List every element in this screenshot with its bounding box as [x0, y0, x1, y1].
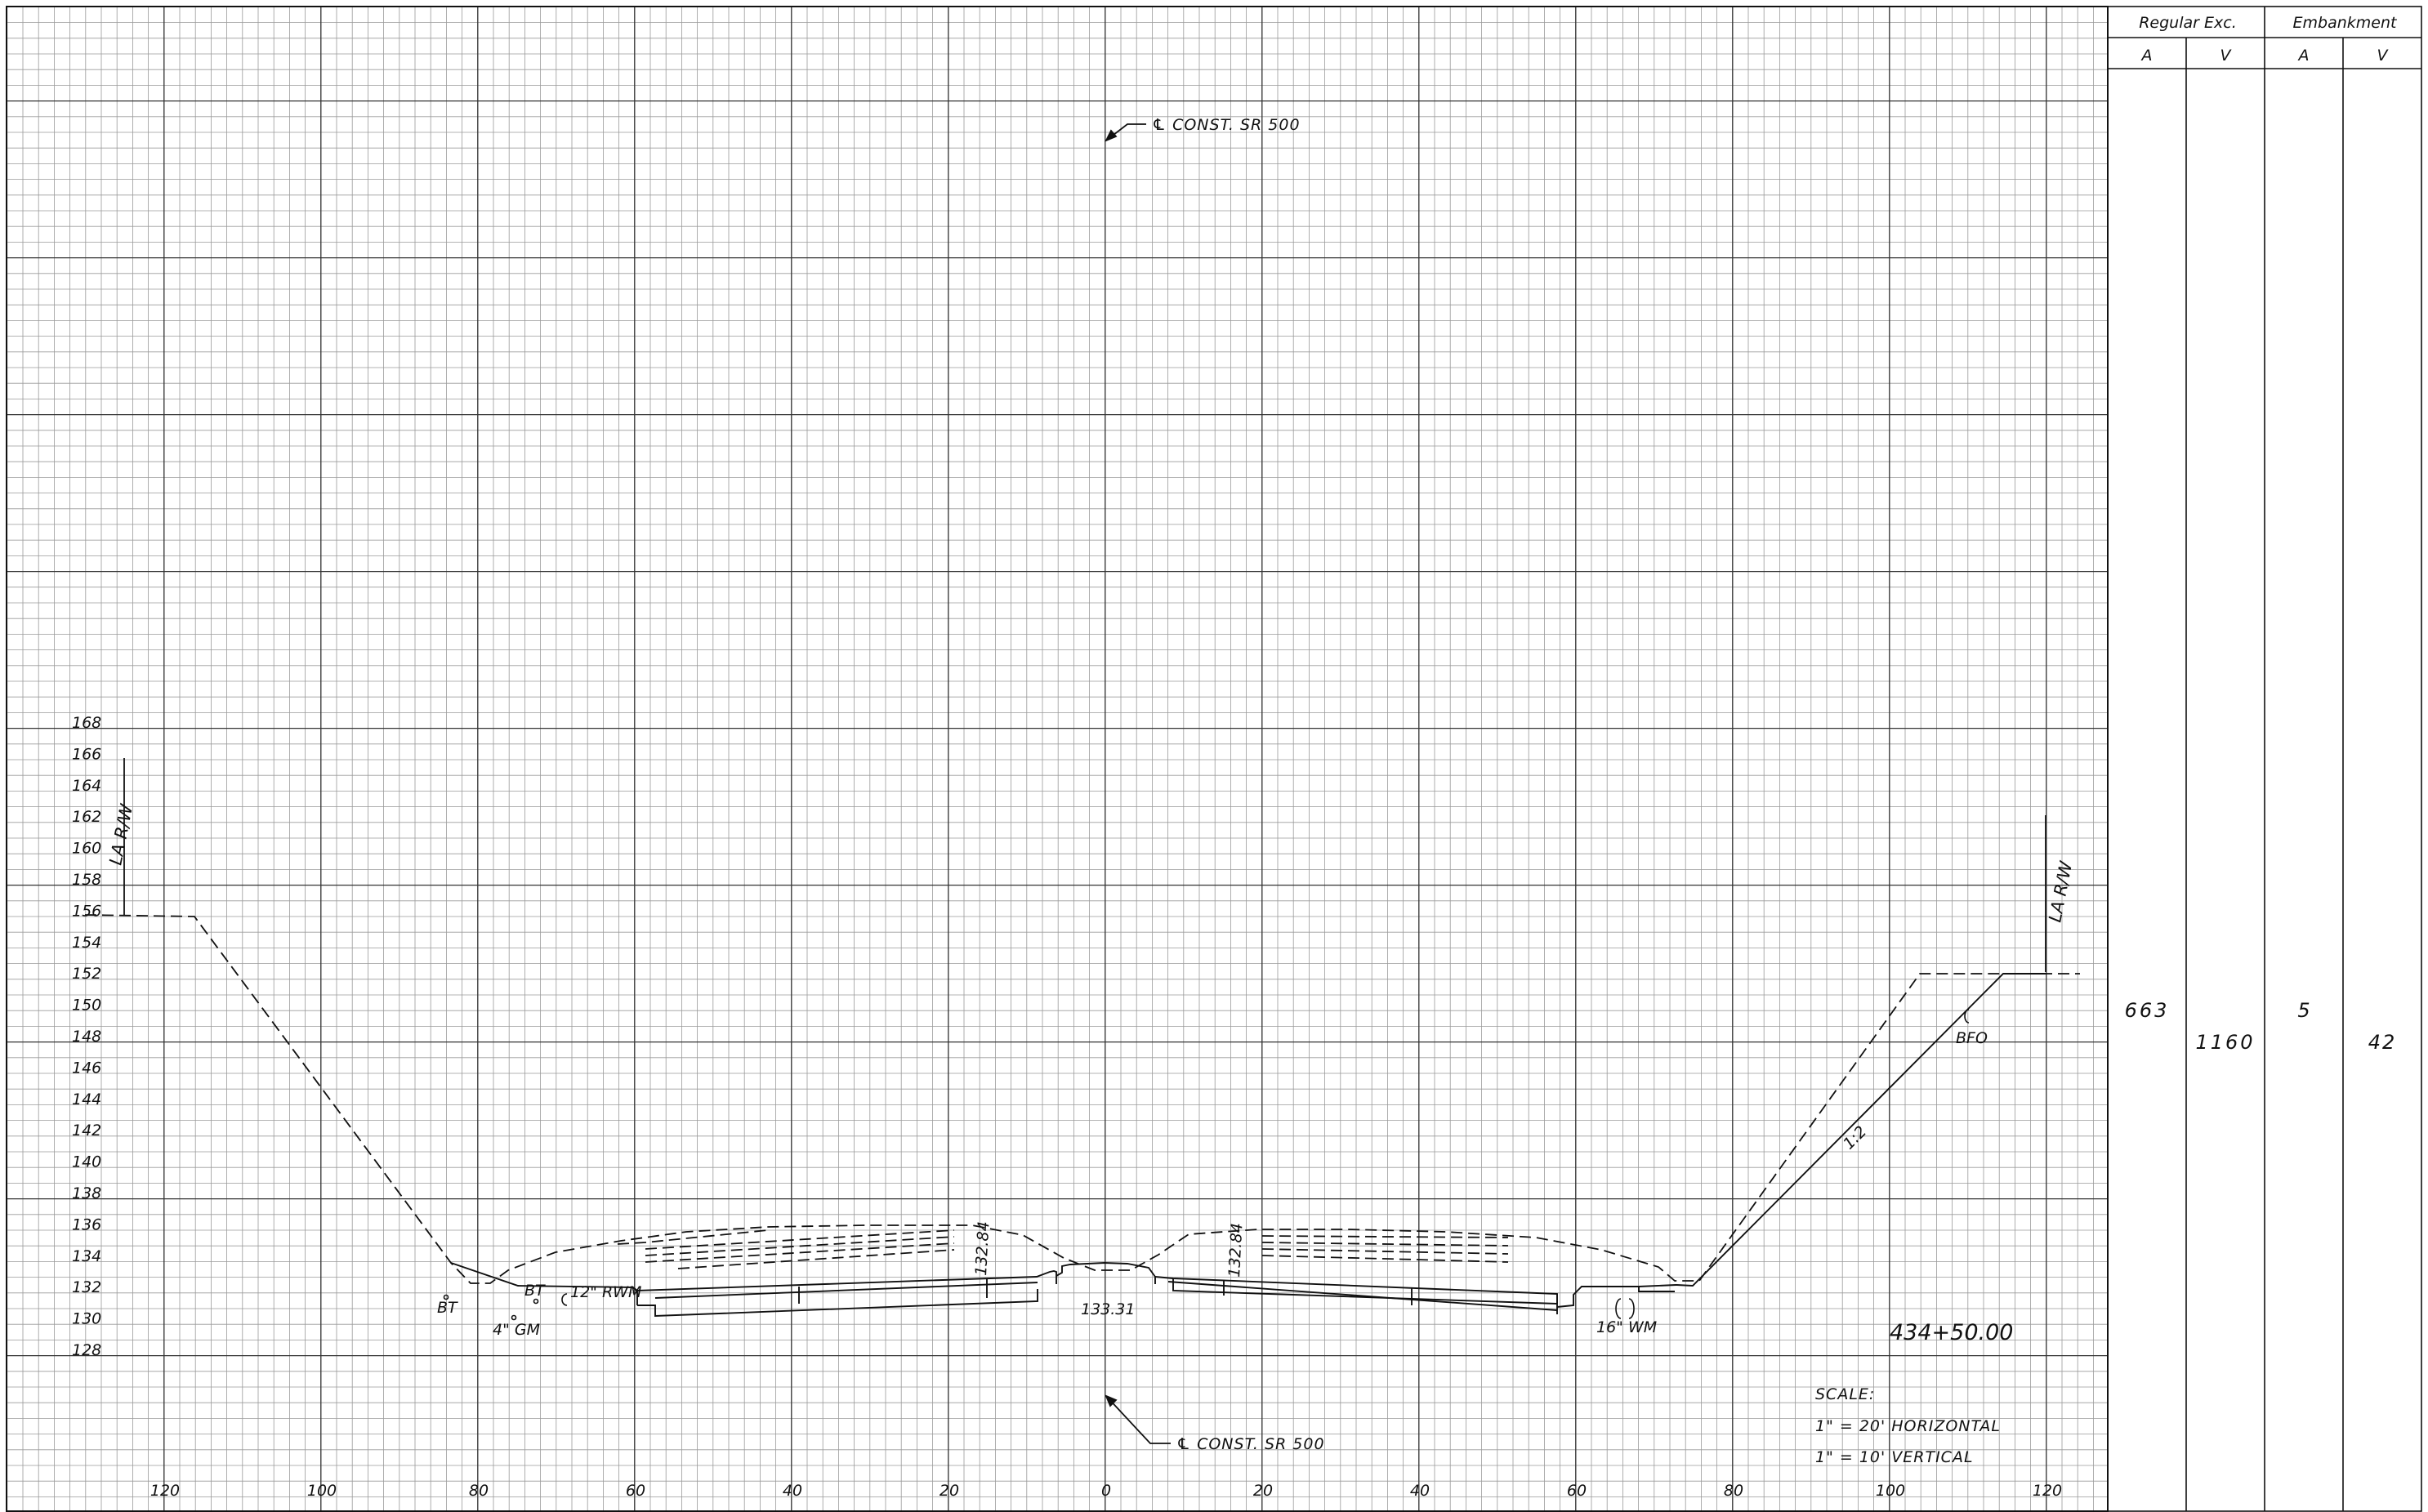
elevation-tick-label: 154 — [72, 934, 101, 952]
fiber-optic-label: BFO — [1956, 1029, 1988, 1047]
elevation-tick-label: 144 — [72, 1091, 101, 1108]
excavation-area-value: 663 — [2125, 999, 2170, 1022]
offset-tick-label: 80 — [1724, 1482, 1743, 1500]
grade-center-label: 133.31 — [1081, 1300, 1135, 1318]
bt-mid-label: BT — [524, 1282, 546, 1300]
elevation-tick-label: 168 — [72, 714, 101, 732]
offset-tick-label: 120 — [2033, 1482, 2062, 1500]
offset-tick-label: 80 — [469, 1482, 489, 1500]
major-grid — [7, 7, 2108, 1511]
elevation-tick-label: 130 — [72, 1310, 101, 1328]
elevation-tick-label: 156 — [72, 902, 101, 920]
centerline-marker-bottom — [1105, 1394, 1171, 1444]
embankment-header: Embankment — [2293, 14, 2399, 32]
offset-tick-label: 40 — [1410, 1482, 1430, 1500]
elevation-tick-label: 140 — [72, 1153, 101, 1171]
quantity-table — [2107, 6, 2422, 1512]
embankment-volume-value: 42 — [2368, 1031, 2397, 1054]
utility-markers — [443, 1009, 1970, 1321]
embankment-area-value: 5 — [2297, 999, 2310, 1022]
offset-axis: 120 100 80 60 40 20 0 20 40 60 80 100 120 — [150, 1482, 2062, 1500]
elevation-tick-label: 164 — [72, 777, 101, 795]
regular-excavation-header: Regular Exc. — [2139, 14, 2237, 32]
embankment-volume-header: V — [2377, 47, 2390, 65]
elevation-tick-label: 150 — [72, 997, 101, 1015]
centerline-label-bottom: ℄ CONST. SR 500 — [1176, 1435, 1325, 1453]
proposed-section — [450, 973, 2046, 1317]
scale-heading: SCALE: — [1815, 1385, 1875, 1403]
scale-horizontal: 1" = 20' HORIZONTAL — [1815, 1417, 2001, 1435]
elevation-tick-label: 128 — [72, 1341, 101, 1359]
offset-tick-label: 20 — [940, 1482, 959, 1500]
grade-left-label: 132.84 — [972, 1221, 993, 1277]
centerline-label-top: ℄ CONST. SR 500 — [1152, 116, 1301, 134]
elevation-tick-label: 132 — [72, 1278, 101, 1296]
offset-tick-label: 60 — [626, 1482, 645, 1500]
embankment-area-header: A — [2297, 47, 2310, 65]
excavation-volume-header: V — [2220, 47, 2233, 65]
elevation-tick-label: 160 — [72, 840, 101, 858]
elevation-tick-label: 138 — [72, 1184, 101, 1202]
excavation-area-header: A — [2140, 47, 2153, 65]
bt-left-label: BT — [437, 1299, 458, 1317]
elevation-tick-label: 162 — [72, 808, 101, 826]
offset-tick-label: 120 — [150, 1482, 180, 1500]
offset-tick-label: 0 — [1101, 1482, 1111, 1500]
offset-tick-label: 60 — [1567, 1482, 1587, 1500]
elevation-tick-label: 136 — [72, 1215, 101, 1233]
sheet-frame — [6, 6, 2109, 1512]
elevation-tick-label: 158 — [72, 871, 101, 889]
elevation-tick-label: 146 — [72, 1059, 101, 1077]
water-main-right-label: 16" WM — [1596, 1318, 1657, 1336]
elevation-axis: 168 166 164 162 160 158 156 154 152 150 148 146 144 1… — [72, 714, 101, 1359]
offset-tick-label: 100 — [1876, 1482, 1905, 1500]
elevation-tick-label: 148 — [72, 1028, 101, 1046]
station-label: 434+50.00 — [1890, 1320, 2013, 1345]
gas-main-label: 4" GM — [493, 1321, 540, 1339]
grade-right-label: 132.84 — [1225, 1223, 1246, 1278]
water-main-left-label: 12" RWM — [570, 1283, 641, 1301]
elevation-tick-label: 134 — [72, 1247, 101, 1265]
elevation-tick-label: 166 — [72, 745, 101, 763]
offset-tick-label: 20 — [1253, 1482, 1273, 1500]
centerline-marker-top — [1105, 123, 1146, 142]
elevation-tick-label: 152 — [72, 965, 101, 983]
offset-tick-label: 40 — [783, 1482, 802, 1500]
elevation-tick-label: 142 — [72, 1122, 101, 1140]
scale-vertical: 1" = 10' VERTICAL — [1815, 1448, 1974, 1466]
offset-tick-label: 100 — [307, 1482, 337, 1500]
excavation-volume-value: 1160 — [2195, 1031, 2255, 1054]
